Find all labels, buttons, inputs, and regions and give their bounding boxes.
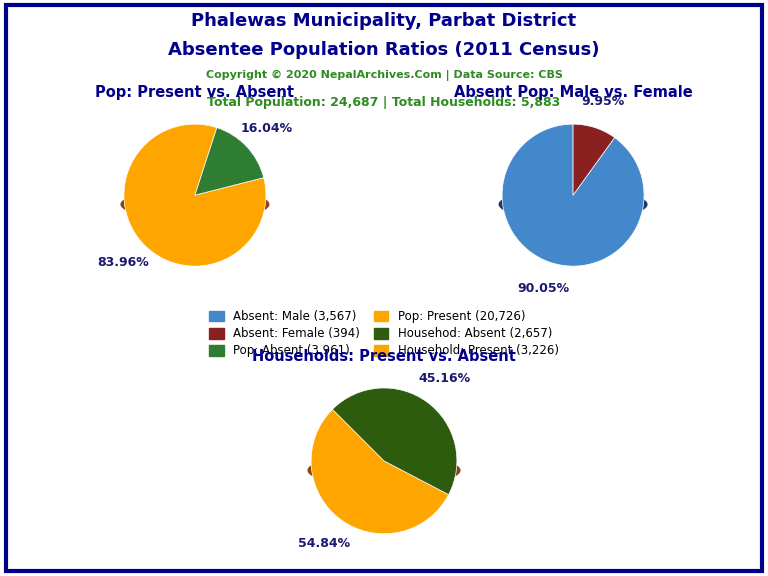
Text: 83.96%: 83.96% xyxy=(98,256,149,268)
Wedge shape xyxy=(124,124,266,266)
Wedge shape xyxy=(195,128,263,195)
Text: Total Population: 24,687 | Total Households: 5,883: Total Population: 24,687 | Total Househo… xyxy=(207,96,561,108)
Legend: Absent: Male (3,567), Absent: Female (394), Pop: Absent (3,961), Pop: Present (2: Absent: Male (3,567), Absent: Female (39… xyxy=(207,308,561,360)
Ellipse shape xyxy=(498,188,647,221)
Text: Phalewas Municipality, Parbat District: Phalewas Municipality, Parbat District xyxy=(191,12,577,29)
Title: Pop: Present vs. Absent: Pop: Present vs. Absent xyxy=(95,85,294,100)
Wedge shape xyxy=(573,124,614,195)
Wedge shape xyxy=(311,410,449,534)
Title: Absent Pop: Male vs. Female: Absent Pop: Male vs. Female xyxy=(454,85,693,100)
Text: 16.04%: 16.04% xyxy=(240,122,293,135)
Text: 54.84%: 54.84% xyxy=(297,537,349,550)
Text: 9.95%: 9.95% xyxy=(581,96,625,108)
Wedge shape xyxy=(333,388,457,495)
Text: Copyright © 2020 NepalArchives.Com | Data Source: CBS: Copyright © 2020 NepalArchives.Com | Dat… xyxy=(206,70,562,81)
Wedge shape xyxy=(502,124,644,266)
Title: Households: Present vs. Absent: Households: Present vs. Absent xyxy=(252,348,516,363)
Text: 45.16%: 45.16% xyxy=(419,372,471,385)
Ellipse shape xyxy=(121,188,270,221)
Text: Absentee Population Ratios (2011 Census): Absentee Population Ratios (2011 Census) xyxy=(168,41,600,59)
Text: 90.05%: 90.05% xyxy=(517,282,569,295)
Ellipse shape xyxy=(307,454,461,487)
